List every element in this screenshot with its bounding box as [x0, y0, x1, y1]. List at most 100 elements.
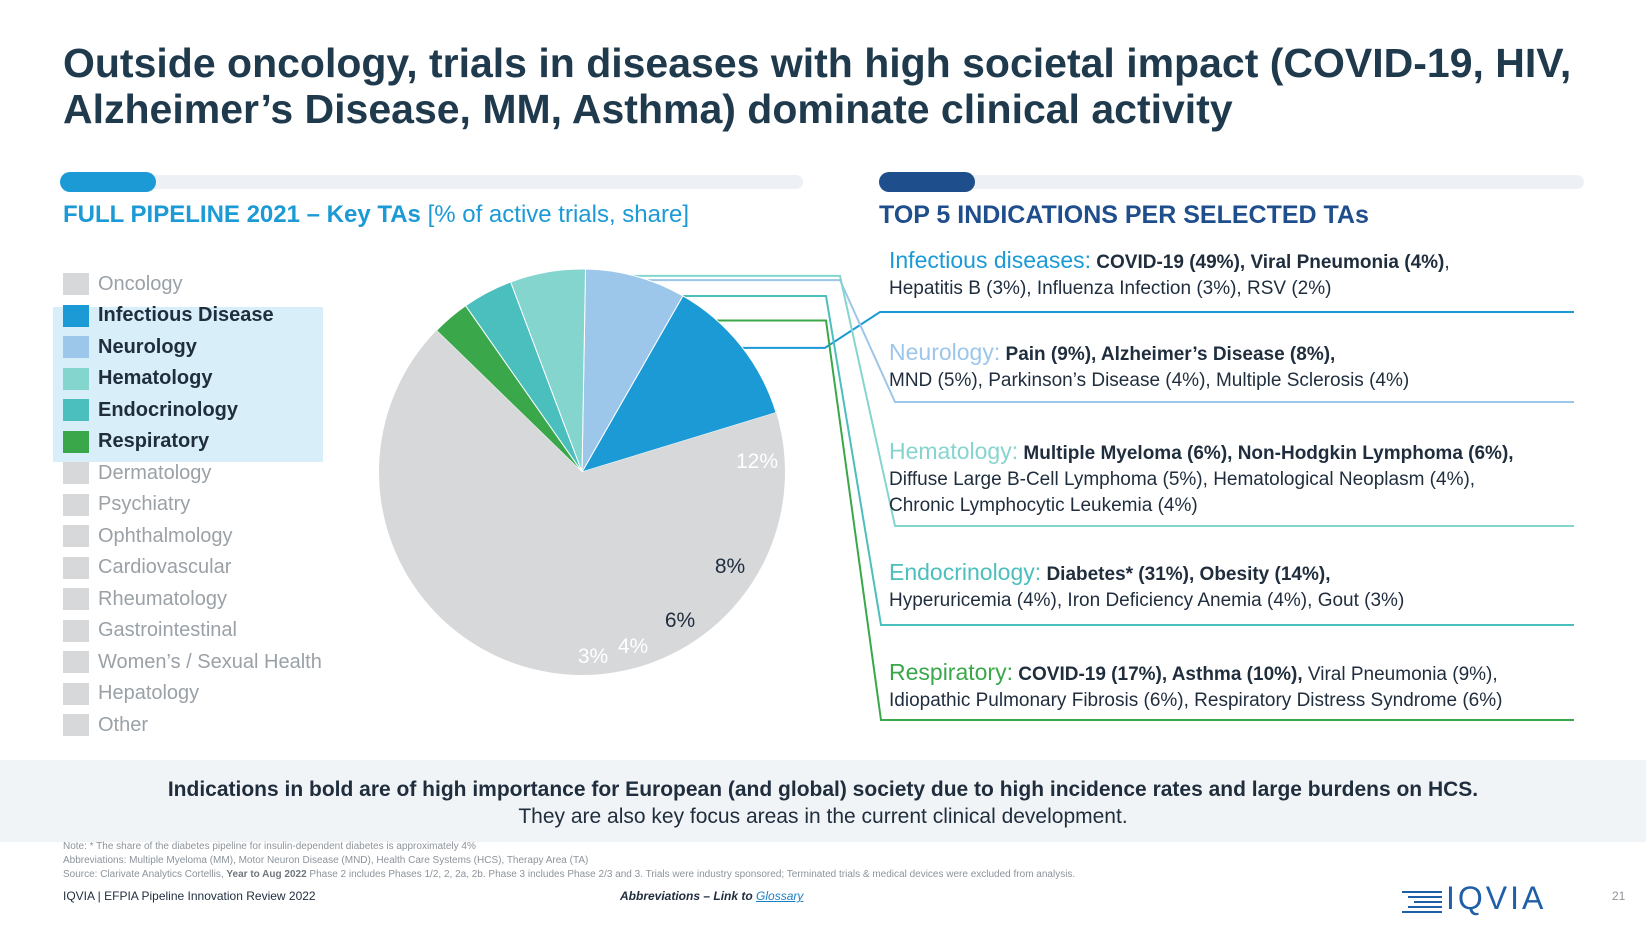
legend-label: Other [98, 713, 149, 736]
pie-chart: 12% 8% 6% 4% 3% [378, 268, 1574, 721]
pie-data-label: 6% [665, 609, 695, 632]
pie-slice-other-tas [378, 330, 785, 675]
connector-line [592, 294, 1574, 626]
indication-line-2: Idiopathic Pulmonary Fibrosis (6%), Resp… [889, 690, 1503, 711]
footer-statement-bold: Indications in bold are of high importan… [167, 778, 1479, 801]
indication-line-2: MND (5%), Parkinson’s Disease (4%), Mult… [889, 370, 1410, 391]
connector-line [634, 279, 1574, 403]
legend-swatch [63, 336, 89, 358]
legend-item: Neurology [63, 335, 197, 359]
legend-item: Ophthalmology [63, 524, 233, 548]
legend-item: Dermatology [63, 461, 211, 485]
indication-rest: , [1444, 252, 1450, 273]
legend-swatch [63, 430, 89, 453]
legend-swatch [63, 588, 89, 610]
legend-label: Respiratory [98, 430, 210, 452]
legend-label: Cardiovascular [98, 556, 232, 578]
legend-item: Women’s / Sexual Health [63, 650, 322, 674]
pie-slice-respiratory [435, 305, 583, 473]
indication-ta-label: Neurology: [889, 339, 1001, 365]
pie-slice-neurology [581, 268, 684, 473]
iqvia-logo: IQVIA [1402, 880, 1546, 917]
indication-ta-label: Endocrinology: [889, 559, 1042, 585]
legend-swatch [63, 367, 89, 390]
legend-swatch [63, 651, 89, 673]
legend-label: Infectious Disease [98, 304, 274, 326]
legend-label: Women’s / Sexual Health [98, 650, 322, 673]
indication-line-3: Chronic Lymphocytic Leukemia (4%) [889, 495, 1198, 516]
legend-swatch [63, 493, 89, 516]
footer-statement: They are also key focus areas in the cur… [518, 805, 1128, 828]
legend-item: Infectious Disease [63, 304, 274, 328]
legend-swatch [63, 619, 89, 642]
legend-item: Endocrinology [63, 398, 238, 422]
abbreviations-text: Abbreviations: Multiple Myeloma (MM), Mo… [63, 855, 589, 866]
legend-item: Other [63, 713, 148, 737]
legend-swatch [63, 525, 89, 547]
pie-data-label: 8% [715, 555, 745, 578]
legend-item: Respiratory [63, 430, 209, 454]
indication-line-2: Diffuse Large B-Cell Lymphoma (5%), Hema… [889, 469, 1476, 490]
legend-label: Dermatology [98, 461, 212, 484]
right-section-track [879, 175, 1584, 189]
source-line: IQVIA | EFPIA Pipeline Innovation Review… [63, 889, 316, 903]
indication-ta-label: Infectious diseases: [889, 247, 1092, 273]
footer-band [0, 760, 1646, 842]
indication-line-2: Hyperuricemia (4%), Iron Deficiency Anem… [889, 590, 1405, 611]
page-title: Outside oncology, trials in diseases wit… [63, 40, 1572, 132]
indication-bold-list: Pain (9%), Alzheimer’s Disease (8%), [1005, 344, 1336, 365]
legend-swatch [63, 304, 89, 327]
indication-bold-list: Diabetes* (31%), Obesity (14%), [1046, 564, 1331, 585]
abbreviations-link-line: Abbreviations – Link to Glossary [620, 889, 804, 903]
legend-label: Psychiatry [98, 493, 191, 515]
pie-data-label: 3% [578, 645, 608, 668]
indication-block: Infectious diseases: COVID-19 (49%), Vir… [889, 247, 1450, 302]
right-section-heading: TOP 5 INDICATIONS PER SELECTED TAs [879, 201, 1369, 229]
page-number: 21 [1612, 889, 1626, 903]
note-text: Note: * The share of the diabetes pipeli… [63, 841, 476, 852]
pie-data-label: 12% [736, 450, 778, 473]
legend-item: Cardiovascular [63, 556, 231, 580]
right-section-pill [879, 172, 975, 192]
legend-item: Gastrointestinal [63, 619, 237, 643]
indication-block: Endocrinology: Diabetes* (31%), Obesity … [889, 559, 1404, 614]
indication-rest: Viral Pneumonia (9%), [1302, 664, 1498, 685]
left-section-pill [60, 172, 156, 192]
logo-text: IQVIA [1446, 880, 1547, 916]
legend-item: Rheumatology [63, 587, 227, 611]
legend-swatch [63, 556, 89, 579]
indication-block: Hematology: Multiple Myeloma (6%), Non-H… [889, 438, 1514, 519]
legend-label: Hematology [98, 367, 213, 389]
indication-ta-label: Respiratory: [889, 659, 1013, 685]
indication-bold-list: Multiple Myeloma (6%), Non-Hodgkin Lymph… [1023, 443, 1514, 464]
indication-line-2: Hepatitis B (3%), Influenza Infection (3… [889, 278, 1332, 299]
legend-label: Ophthalmology [98, 524, 233, 547]
legend-highlight-box [53, 307, 323, 462]
legend-label: Oncology [98, 272, 183, 295]
pie-slice-infectious-disease [580, 295, 777, 473]
glossary-link[interactable]: Glossary [756, 889, 804, 903]
legend-item: Psychiatry [63, 493, 190, 517]
indication-block: Neurology: Pain (9%), Alzheimer’s Diseas… [889, 339, 1409, 394]
indication-ta-label: Hematology: [889, 438, 1019, 464]
legend-label: Endocrinology [98, 398, 238, 421]
indication-block: Respiratory: COVID-19 (17%), Asthma (10%… [889, 659, 1502, 714]
legend-item: Hepatology [63, 682, 199, 706]
legend-label: Rheumatology [98, 587, 227, 610]
left-section-heading: FULL PIPELINE 2021 – Key TAs [% of activ… [63, 201, 690, 228]
indication-bold-list: COVID-19 (49%), Viral Pneumonia (4%) [1096, 252, 1445, 273]
connector-line [592, 274, 1574, 527]
legend-swatch [63, 682, 89, 705]
legend-label: Hepatology [98, 682, 200, 704]
legend-swatch [63, 462, 89, 484]
source-text: Source: Clarivate Analytics Cortellis, Y… [63, 869, 1076, 880]
legend-swatch [63, 399, 89, 421]
legend-item: Hematology [63, 367, 212, 391]
legend-label: Neurology [98, 335, 197, 358]
legend-item: Oncology [63, 272, 183, 296]
left-section-track [63, 175, 803, 189]
iqvia-lines-icon [1402, 886, 1442, 913]
indication-bold-list: COVID-19 (17%), Asthma (10%), [1018, 664, 1303, 685]
pie-data-label: 4% [618, 635, 648, 658]
legend-label: Gastrointestinal [98, 619, 237, 641]
